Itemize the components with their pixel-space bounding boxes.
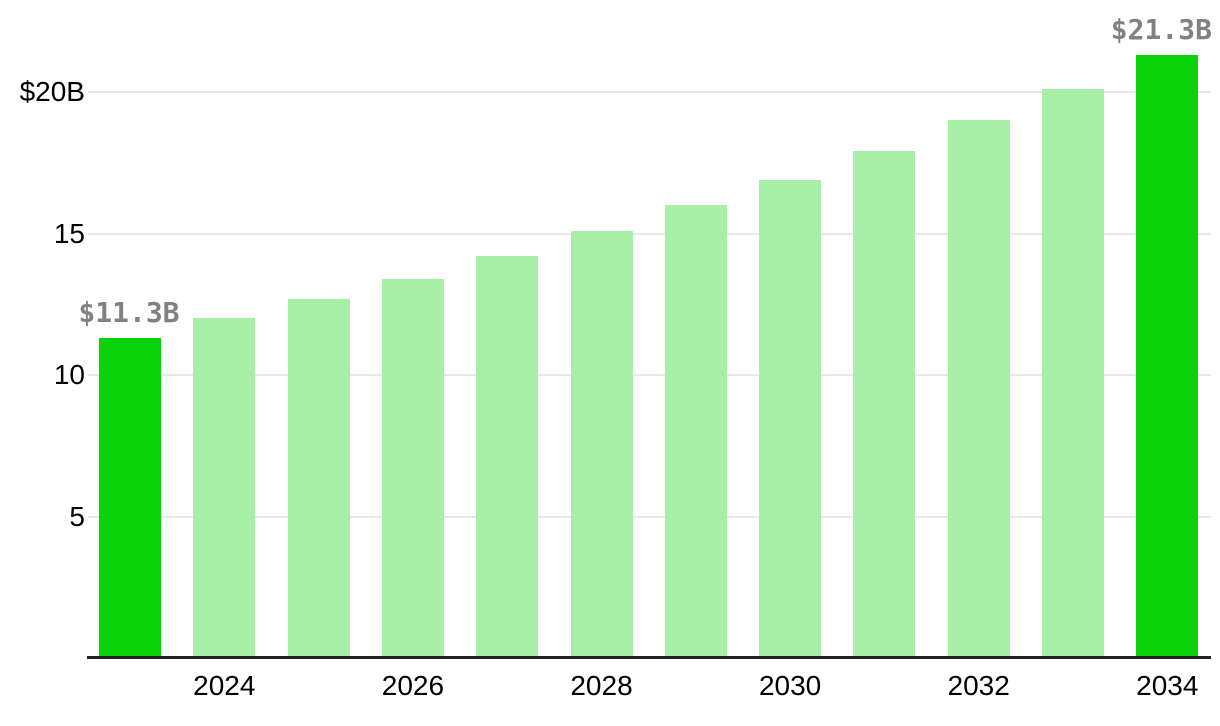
x-axis-label-2024: 2024 <box>193 670 256 701</box>
x-axis-label-2026: 2026 <box>381 670 445 701</box>
bar-2032 <box>947 120 1010 658</box>
bar-2028 <box>570 230 633 658</box>
y-axis-label-20: $20B <box>19 76 85 107</box>
bar-2027 <box>476 256 539 658</box>
gridline-5 <box>88 515 1211 518</box>
bar-2024 <box>193 318 256 658</box>
bar-2030 <box>759 179 822 658</box>
bar-2026 <box>381 278 444 658</box>
x-axis-label-2034: 2034 <box>1136 670 1199 701</box>
x-axis-label-2028: 2028 <box>570 670 633 701</box>
bar-2033 <box>1042 89 1104 658</box>
bar-2034 <box>1136 55 1199 658</box>
bar-2029 <box>664 205 727 658</box>
y-axis-label-10: 10 <box>53 359 85 390</box>
bar-value-label-2034: $21.3B <box>1110 13 1212 47</box>
y-axis-label-5: 5 <box>69 500 85 532</box>
x-axis-label-2032: 2032 <box>947 670 1010 701</box>
gridline-10 <box>88 374 1211 376</box>
bar-2031 <box>853 151 916 658</box>
y-axis-label-15: 15 <box>53 217 85 249</box>
bar-2023 <box>99 338 161 658</box>
x-axis-line <box>87 656 1211 659</box>
gridline-20 <box>88 91 1211 93</box>
bar-value-label-2023: $11.3B <box>78 296 180 330</box>
x-axis-label-2030: 2030 <box>758 670 822 701</box>
gridline-15 <box>88 232 1211 235</box>
bar-2025 <box>287 298 350 658</box>
